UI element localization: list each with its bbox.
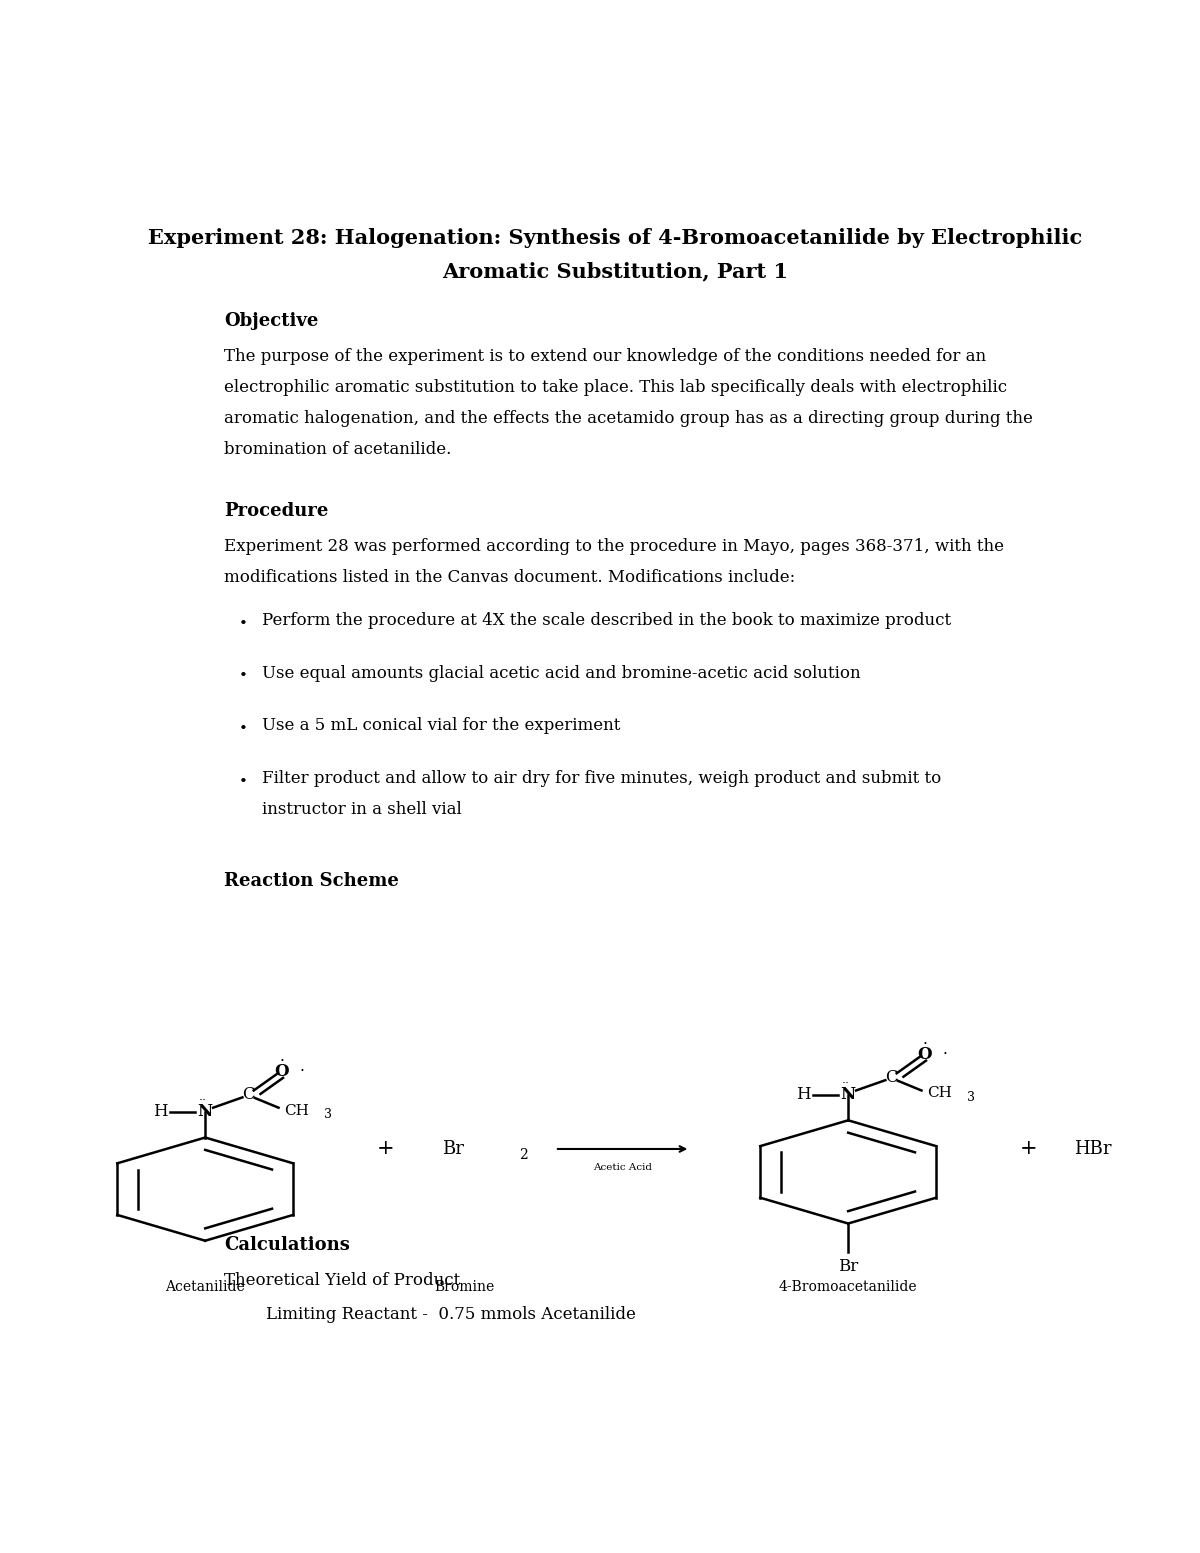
Text: Calculations: Calculations (224, 1236, 350, 1255)
Text: HBr: HBr (1074, 1140, 1111, 1159)
Text: •: • (239, 669, 247, 683)
Text: Br: Br (442, 1140, 464, 1159)
Text: Objective: Objective (224, 312, 319, 329)
Text: Br: Br (838, 1258, 858, 1275)
Text: Acetic Acid: Acetic Acid (593, 1163, 652, 1173)
Text: +: + (1020, 1140, 1038, 1159)
Text: Acetanilide: Acetanilide (166, 1280, 245, 1294)
Text: N: N (198, 1103, 212, 1120)
Text: 2: 2 (518, 1148, 528, 1162)
Text: instructor in a shell vial: instructor in a shell vial (262, 801, 461, 818)
Text: bromination of acetanilide.: bromination of acetanilide. (224, 441, 451, 458)
Text: Bromine: Bromine (434, 1280, 494, 1294)
Text: modifications listed in the Canvas document. Modifications include:: modifications listed in the Canvas docum… (224, 568, 796, 585)
Text: ··: ·· (842, 1076, 850, 1090)
Text: H: H (796, 1086, 810, 1103)
Text: Use equal amounts glacial acetic acid and bromine-acetic acid solution: Use equal amounts glacial acetic acid an… (262, 665, 860, 682)
Text: The purpose of the experiment is to extend our knowledge of the conditions neede: The purpose of the experiment is to exte… (224, 348, 986, 365)
Text: H: H (152, 1103, 167, 1120)
Text: CH: CH (928, 1087, 952, 1101)
Text: •: • (239, 617, 247, 631)
Text: electrophilic aromatic substitution to take place. This lab specifically deals w: electrophilic aromatic substitution to t… (224, 379, 1008, 396)
Text: •: • (239, 775, 247, 789)
Text: Filter product and allow to air dry for five minutes, weigh product and submit t: Filter product and allow to air dry for … (262, 770, 941, 787)
Text: 3: 3 (324, 1109, 331, 1121)
Text: C: C (884, 1068, 898, 1086)
Text: Procedure: Procedure (224, 502, 329, 520)
Text: Aromatic Substitution, Part 1: Aromatic Substitution, Part 1 (442, 262, 788, 281)
Text: ·: · (280, 1054, 284, 1068)
Text: ··: ·· (199, 1093, 206, 1107)
Text: aromatic halogenation, and the effects the acetamido group has as a directing gr: aromatic halogenation, and the effects t… (224, 410, 1033, 427)
Text: C: C (241, 1086, 254, 1103)
Text: ·: · (943, 1047, 948, 1062)
Text: N: N (840, 1086, 856, 1103)
Text: Theoretical Yield of Product: Theoretical Yield of Product (224, 1272, 461, 1289)
Text: 4-Bromoacetanilide: 4-Bromoacetanilide (779, 1280, 918, 1294)
Text: O: O (275, 1064, 289, 1079)
Text: +: + (377, 1140, 395, 1159)
Text: Experiment 28: Halogenation: Synthesis of 4-Bromoacetanilide by Electrophilic: Experiment 28: Halogenation: Synthesis o… (148, 228, 1082, 248)
Text: 3: 3 (967, 1090, 974, 1104)
Text: Limiting Reactant -  0.75 mmols Acetanilide: Limiting Reactant - 0.75 mmols Acetanili… (224, 1306, 636, 1323)
Text: O: O (918, 1045, 932, 1062)
Text: Perform the procedure at 4X the scale described in the book to maximize product: Perform the procedure at 4X the scale de… (262, 612, 950, 629)
Text: ·: · (300, 1064, 305, 1079)
Text: Reaction Scheme: Reaction Scheme (224, 871, 400, 890)
Text: •: • (239, 722, 247, 736)
Text: CH: CH (284, 1104, 310, 1118)
Text: Experiment 28 was performed according to the procedure in Mayo, pages 368-371, w: Experiment 28 was performed according to… (224, 537, 1004, 554)
Text: ·: · (923, 1036, 928, 1051)
Text: Use a 5 mL conical vial for the experiment: Use a 5 mL conical vial for the experime… (262, 717, 620, 735)
